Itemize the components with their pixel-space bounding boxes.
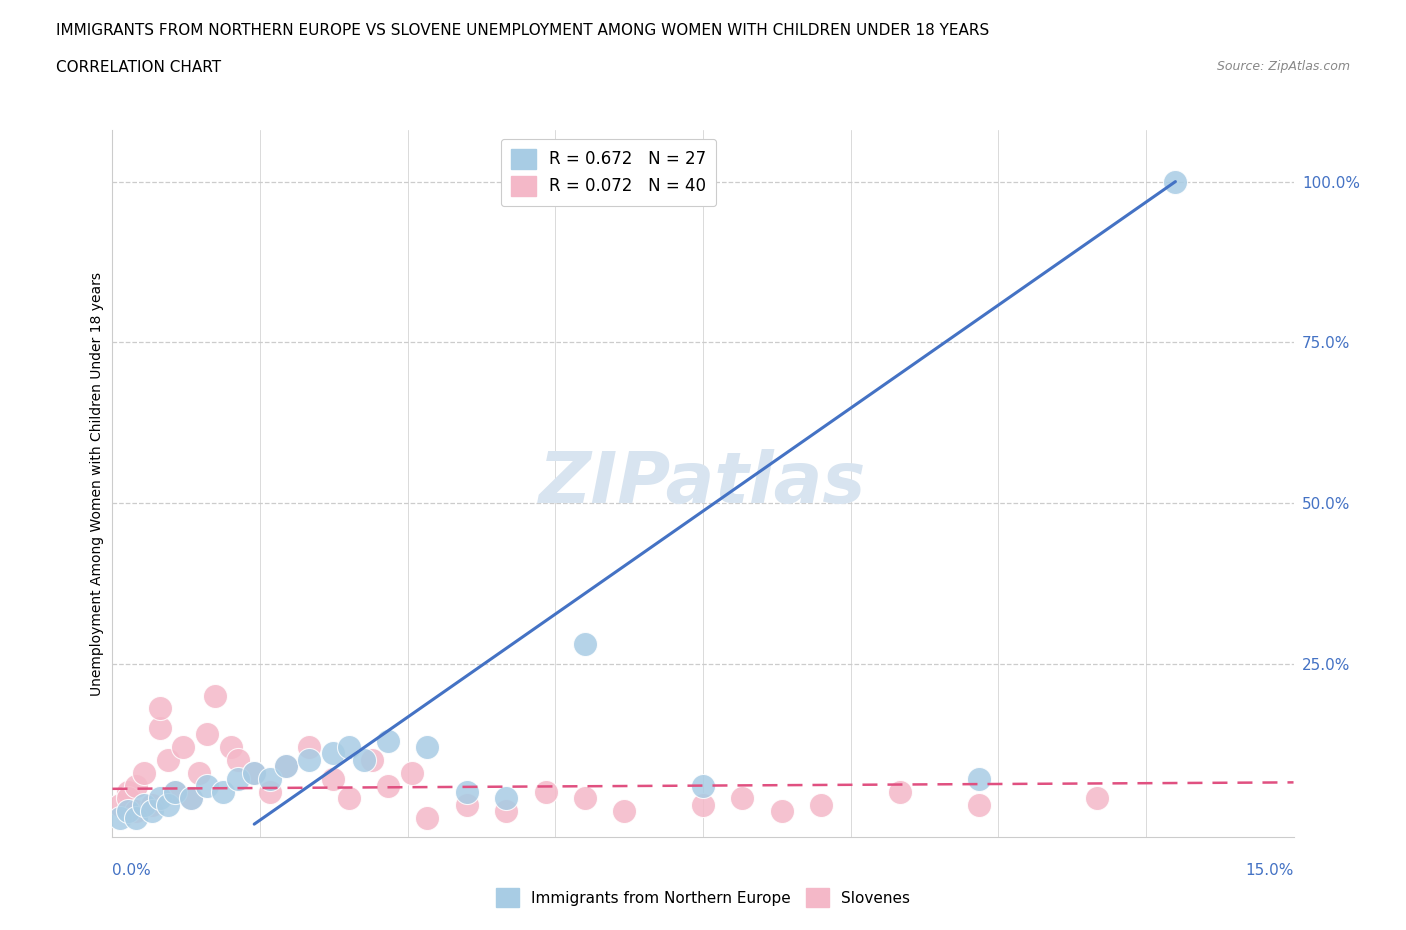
Legend: R = 0.672   N = 27, R = 0.072   N = 40: R = 0.672 N = 27, R = 0.072 N = 40 (501, 139, 716, 206)
Point (574, 637, 596, 652)
Text: ZIPatlas: ZIPatlas (540, 449, 866, 518)
Point (770, 804, 793, 818)
Point (692, 778, 714, 793)
Point (243, 765, 266, 780)
Point (377, 733, 399, 748)
Point (401, 765, 423, 780)
Point (211, 785, 233, 800)
Point (731, 791, 754, 806)
Point (322, 746, 344, 761)
Point (149, 701, 172, 716)
Point (117, 785, 139, 800)
Text: 0.0%: 0.0% (112, 863, 152, 878)
Point (534, 785, 557, 800)
Point (149, 791, 172, 806)
Point (165, 785, 187, 800)
Point (377, 778, 399, 793)
Point (1085, 791, 1108, 806)
Point (889, 785, 911, 800)
Point (274, 759, 297, 774)
Point (967, 772, 990, 787)
Point (110, 797, 132, 812)
Point (180, 791, 202, 806)
Point (125, 778, 148, 793)
Point (613, 804, 636, 818)
Point (337, 739, 360, 754)
Point (132, 765, 155, 780)
Point (1164, 174, 1187, 189)
Point (228, 772, 250, 787)
Point (156, 752, 179, 767)
Point (172, 739, 194, 754)
Point (416, 810, 439, 825)
Point (259, 772, 281, 787)
Point (149, 721, 172, 736)
Point (141, 804, 163, 818)
Point (243, 765, 266, 780)
Point (117, 804, 139, 818)
Point (188, 765, 211, 780)
Point (495, 804, 517, 818)
Point (810, 797, 832, 812)
Point (156, 797, 179, 812)
Text: CORRELATION CHART: CORRELATION CHART (56, 60, 221, 75)
Point (298, 739, 321, 754)
Point (322, 772, 344, 787)
Text: Source: ZipAtlas.com: Source: ZipAtlas.com (1216, 60, 1350, 73)
Point (132, 797, 155, 812)
Point (117, 791, 139, 806)
Text: 15.0%: 15.0% (1246, 863, 1294, 878)
Point (456, 797, 478, 812)
Point (337, 791, 360, 806)
Point (165, 785, 187, 800)
Point (353, 752, 375, 767)
Point (204, 688, 226, 703)
Point (456, 785, 478, 800)
Point (574, 791, 596, 806)
Point (125, 810, 148, 825)
Point (416, 739, 439, 754)
Text: IMMIGRANTS FROM NORTHERN EUROPE VS SLOVENE UNEMPLOYMENT AMONG WOMEN WITH CHILDRE: IMMIGRANTS FROM NORTHERN EUROPE VS SLOVE… (56, 23, 990, 38)
Point (180, 791, 202, 806)
Legend: Immigrants from Northern Europe, Slovenes: Immigrants from Northern Europe, Slovene… (489, 883, 917, 913)
Point (361, 752, 384, 767)
Point (495, 791, 517, 806)
Point (195, 778, 218, 793)
Point (195, 726, 218, 741)
Point (967, 797, 990, 812)
Point (125, 804, 148, 818)
Point (228, 752, 250, 767)
Point (110, 810, 132, 825)
Point (274, 759, 297, 774)
Point (259, 785, 281, 800)
Point (219, 739, 242, 754)
Point (141, 797, 163, 812)
Y-axis label: Unemployment Among Women with Children Under 18 years: Unemployment Among Women with Children U… (90, 272, 104, 696)
Point (692, 797, 714, 812)
Point (298, 752, 321, 767)
